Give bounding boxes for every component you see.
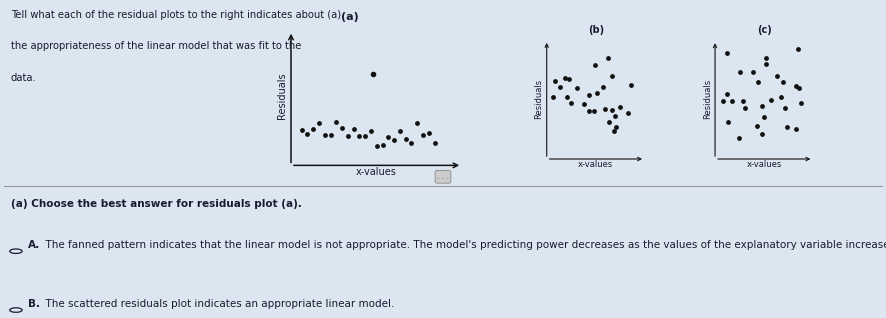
Point [381, 134, 395, 139]
Text: (a) Choose the best answer for residuals plot (a).: (a) Choose the best answer for residuals… [11, 199, 301, 209]
Y-axis label: Residuals: Residuals [703, 79, 711, 119]
Point [588, 62, 602, 67]
Point [387, 137, 401, 142]
Point [770, 74, 784, 79]
Point [590, 91, 604, 96]
Point [553, 85, 567, 90]
Point [369, 143, 384, 149]
Point [587, 108, 601, 113]
Text: The fanned pattern indicates that the linear model is not appropriate. The model: The fanned pattern indicates that the li… [39, 240, 886, 250]
Point [399, 137, 413, 142]
Point [582, 93, 596, 98]
X-axis label: x-values: x-values [579, 160, 613, 169]
Point [758, 114, 772, 120]
Point [547, 94, 561, 99]
Point [358, 134, 372, 139]
X-axis label: x-values: x-values [356, 167, 397, 177]
Point [353, 134, 367, 139]
Y-axis label: Residuals: Residuals [276, 72, 286, 119]
Point [557, 76, 571, 81]
Point [410, 121, 424, 126]
Point [577, 101, 591, 107]
Point [367, 71, 381, 76]
X-axis label: x-values: x-values [747, 160, 781, 169]
Point [392, 128, 407, 134]
Point [717, 98, 731, 103]
Point [570, 85, 584, 90]
Point [720, 92, 734, 97]
Point [758, 62, 773, 67]
Point [759, 56, 773, 61]
Point [422, 130, 436, 135]
Point [335, 125, 349, 130]
Point [605, 108, 619, 113]
Point [781, 124, 795, 129]
Point [376, 142, 390, 147]
Text: the appropriateness of the linear model that was fit to the: the appropriateness of the linear model … [11, 41, 301, 51]
Point [612, 104, 626, 109]
Point [726, 99, 740, 104]
Point [621, 110, 635, 115]
Point [346, 127, 361, 132]
Point [792, 85, 806, 90]
Point [795, 101, 809, 106]
Point [750, 123, 765, 128]
Point [364, 129, 378, 134]
Point [732, 136, 746, 141]
Point [751, 80, 766, 85]
Point [323, 132, 338, 137]
Point [598, 106, 612, 111]
Point [624, 83, 638, 88]
Point [609, 113, 623, 118]
Point [563, 76, 577, 81]
Point [610, 125, 624, 130]
Point [720, 119, 734, 124]
Point [738, 105, 752, 110]
Text: Tell what each of the residual plots to the right indicates about (a): Tell what each of the residual plots to … [11, 10, 341, 19]
Point [773, 94, 788, 99]
Point [778, 106, 792, 111]
Point [604, 74, 618, 79]
Point [416, 132, 430, 137]
Point [776, 79, 790, 84]
Point [560, 95, 574, 100]
Y-axis label: Residuals: Residuals [534, 79, 543, 119]
Point [548, 78, 562, 83]
Point [607, 129, 621, 134]
Point [719, 51, 734, 56]
Point [428, 140, 442, 145]
Point [602, 120, 617, 125]
Text: (c): (c) [757, 25, 772, 35]
Point [602, 56, 616, 61]
Point [745, 69, 759, 74]
Point [330, 120, 344, 125]
Text: (a): (a) [341, 12, 359, 22]
Point [596, 84, 610, 89]
Point [756, 104, 770, 109]
Point [564, 100, 579, 105]
Text: . . .: . . . [437, 172, 449, 181]
Point [789, 126, 803, 131]
Point [307, 126, 321, 131]
Point [295, 127, 309, 132]
Point [764, 97, 778, 102]
Point [734, 70, 748, 75]
Text: The scattered residuals plot indicates an appropriate linear model.: The scattered residuals plot indicates a… [39, 299, 394, 309]
Point [790, 46, 804, 51]
Point [736, 99, 750, 104]
Text: B.: B. [28, 299, 41, 309]
Text: (b): (b) [587, 25, 604, 35]
Point [755, 131, 769, 136]
Point [300, 131, 315, 136]
Point [789, 83, 803, 88]
Point [341, 134, 355, 139]
Point [404, 140, 418, 145]
Text: A.: A. [28, 240, 41, 250]
Text: data.: data. [11, 73, 36, 83]
Point [581, 109, 595, 114]
Point [312, 120, 326, 125]
Point [318, 132, 332, 137]
